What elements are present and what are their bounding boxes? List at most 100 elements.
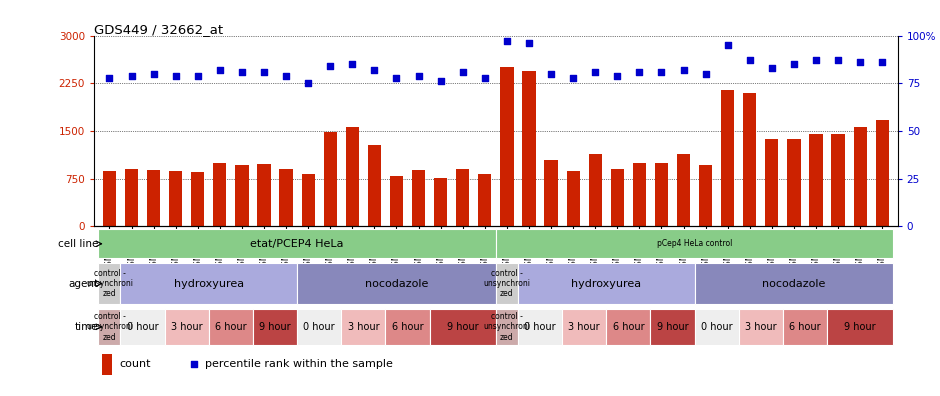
Point bbox=[543, 70, 558, 77]
Bar bbox=[832, 134, 845, 226]
Bar bbox=[633, 163, 646, 226]
Bar bbox=[235, 165, 248, 226]
Text: hydroxyurea: hydroxyurea bbox=[572, 278, 641, 289]
Bar bbox=[562, 309, 606, 345]
Point bbox=[654, 69, 669, 75]
Bar bbox=[523, 70, 536, 226]
Text: pCep4 HeLa control: pCep4 HeLa control bbox=[657, 239, 732, 248]
Bar bbox=[495, 229, 893, 258]
Point bbox=[764, 65, 779, 71]
Text: control -
unsynchroni
zed: control - unsynchroni zed bbox=[86, 312, 133, 342]
Bar bbox=[102, 354, 112, 375]
Text: 0 hour: 0 hour bbox=[701, 322, 732, 332]
Bar bbox=[213, 163, 227, 226]
Bar bbox=[385, 309, 430, 345]
Text: control -
unsynchroni
zed: control - unsynchroni zed bbox=[483, 312, 530, 342]
Bar bbox=[120, 309, 164, 345]
Point bbox=[389, 74, 404, 81]
Text: 6 hour: 6 hour bbox=[215, 322, 246, 332]
Bar bbox=[323, 132, 337, 226]
Bar bbox=[699, 165, 713, 226]
Point bbox=[632, 69, 647, 75]
Point bbox=[212, 67, 227, 73]
Point bbox=[566, 74, 581, 81]
Bar bbox=[341, 309, 385, 345]
Point bbox=[411, 72, 426, 79]
Text: 0 hour: 0 hour bbox=[525, 322, 556, 332]
Text: 3 hour: 3 hour bbox=[171, 322, 202, 332]
Bar bbox=[876, 120, 889, 226]
Text: 0 hour: 0 hour bbox=[127, 322, 158, 332]
Text: 3 hour: 3 hour bbox=[348, 322, 379, 332]
Text: 6 hour: 6 hour bbox=[790, 322, 821, 332]
Point bbox=[146, 70, 161, 77]
Bar bbox=[99, 309, 120, 345]
Text: 0 hour: 0 hour bbox=[304, 322, 335, 332]
Bar bbox=[434, 178, 447, 226]
Text: 6 hour: 6 hour bbox=[613, 322, 644, 332]
Bar bbox=[253, 309, 297, 345]
Bar bbox=[695, 263, 893, 304]
Bar bbox=[788, 139, 801, 226]
Point bbox=[190, 72, 205, 79]
Bar bbox=[164, 309, 209, 345]
Bar bbox=[854, 127, 867, 226]
Text: 9 hour: 9 hour bbox=[446, 322, 478, 332]
Bar bbox=[456, 169, 469, 226]
Point bbox=[808, 57, 823, 64]
Bar bbox=[102, 171, 116, 226]
Text: 9 hour: 9 hour bbox=[259, 322, 290, 332]
Point bbox=[345, 61, 360, 67]
Point bbox=[698, 70, 713, 77]
Bar bbox=[147, 170, 160, 226]
Text: control -
unsynchroni
zed: control - unsynchroni zed bbox=[483, 268, 530, 299]
Bar bbox=[567, 171, 580, 226]
Bar bbox=[99, 229, 495, 258]
Bar bbox=[677, 154, 690, 226]
Point bbox=[787, 61, 802, 67]
Text: GDS449 / 32662_at: GDS449 / 32662_at bbox=[94, 23, 223, 36]
Point bbox=[367, 67, 382, 73]
Point bbox=[875, 59, 890, 65]
Text: cell line: cell line bbox=[58, 239, 99, 249]
Bar bbox=[258, 164, 271, 226]
Bar bbox=[279, 169, 292, 226]
Bar bbox=[209, 309, 253, 345]
Text: 3 hour: 3 hour bbox=[745, 322, 776, 332]
Text: etat/PCEP4 HeLa: etat/PCEP4 HeLa bbox=[250, 239, 344, 249]
Point bbox=[831, 57, 846, 64]
Text: nocodazole: nocodazole bbox=[365, 278, 429, 289]
Point bbox=[610, 72, 625, 79]
Bar bbox=[827, 309, 893, 345]
Point bbox=[499, 38, 514, 44]
Bar bbox=[500, 67, 513, 226]
Point bbox=[676, 67, 691, 73]
Point bbox=[187, 361, 202, 367]
Bar bbox=[302, 174, 315, 226]
Text: 3 hour: 3 hour bbox=[569, 322, 600, 332]
Bar bbox=[368, 145, 381, 226]
Bar bbox=[721, 89, 734, 226]
Bar bbox=[611, 169, 624, 226]
Point bbox=[743, 57, 758, 64]
Bar bbox=[518, 263, 695, 304]
Bar bbox=[169, 171, 182, 226]
Text: control -
unsynchroni
zed: control - unsynchroni zed bbox=[86, 268, 133, 299]
Point bbox=[301, 80, 316, 86]
Text: count: count bbox=[119, 359, 151, 369]
Bar bbox=[495, 263, 518, 304]
Bar bbox=[650, 309, 695, 345]
Bar bbox=[99, 263, 120, 304]
Bar bbox=[412, 170, 425, 226]
Bar bbox=[390, 176, 403, 226]
Point bbox=[234, 69, 249, 75]
Text: nocodazole: nocodazole bbox=[762, 278, 825, 289]
Text: 9 hour: 9 hour bbox=[657, 322, 688, 332]
Bar bbox=[125, 169, 138, 226]
Bar bbox=[430, 309, 496, 345]
Text: 6 hour: 6 hour bbox=[392, 322, 423, 332]
Point bbox=[853, 59, 868, 65]
Text: time: time bbox=[75, 322, 99, 332]
Bar bbox=[495, 309, 518, 345]
Point bbox=[455, 69, 470, 75]
